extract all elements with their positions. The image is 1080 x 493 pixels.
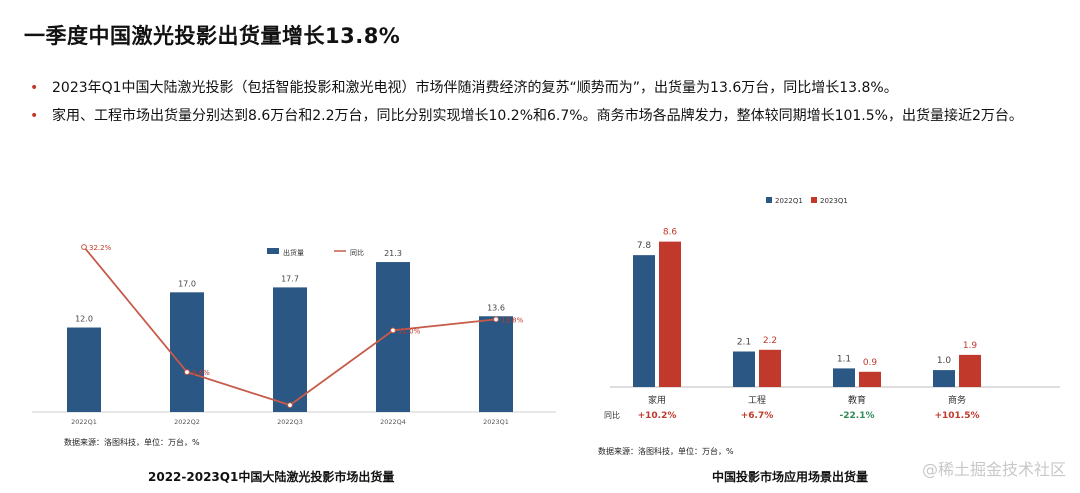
yoy-point	[390, 327, 396, 334]
legend-label-2022q1: 2022Q1	[775, 197, 803, 205]
summary-bullets: • 2023年Q1中国大陆激光投影（包括智能投影和激光电视）市场伴随消费经济的复苏…	[30, 76, 1070, 132]
bar-value-label: 1.9	[963, 341, 978, 351]
bar-2022q1-1	[733, 351, 755, 387]
x-tick-label: 2022Q3	[277, 418, 303, 426]
x-tick-label: 2022Q2	[174, 418, 200, 426]
bar-value-label: 13.6	[487, 303, 505, 312]
legend-label-shipment: 出货量	[283, 248, 304, 257]
x-tick-label: 2023Q1	[483, 418, 509, 426]
bar-value-label: 2.1	[737, 337, 751, 347]
bar-value-label: 1.1	[837, 354, 851, 364]
bar-value-label: 17.0	[178, 279, 196, 288]
yoy-value: +10.2%	[638, 411, 677, 421]
yoy-point	[81, 244, 87, 250]
legend-swatch-shipment	[267, 248, 279, 254]
bullet-dot-icon: •	[30, 108, 39, 124]
shipment-trend-chart: 出货量 同比 12.0 2022Q1 17.0 2022Q2 17.7 2022Q3 21.3 2…	[32, 244, 556, 426]
bar-2023q1-3	[959, 354, 981, 387]
legend-label-yoy: 同比	[350, 248, 364, 257]
yoy-row-label: 同比	[604, 410, 620, 420]
bar-value-label: 21.3	[384, 249, 402, 258]
legend-swatch-2023q1	[811, 197, 817, 203]
bar-value-label: 0.9	[863, 358, 878, 368]
bar-2023q1-0	[659, 241, 681, 387]
yoy-point	[184, 369, 190, 375]
yoy-value-label: 0.4%	[192, 369, 210, 377]
bar-2023q1-1	[759, 349, 781, 387]
x-tick-label: 商务	[948, 394, 966, 406]
yoy-value-label: 32.2%	[89, 244, 112, 252]
bullet-text: 家用、工程市场出货量分别达到8.6万台和2.2万台，同比分别实现增长10.2%和…	[52, 108, 1023, 124]
bullet-item: • 2023年Q1中国大陆激光投影（包括智能投影和激光电视）市场伴随消费经济的复苏…	[30, 76, 1070, 100]
chart2-source: 数据来源：洛图科技，单位：万台，%	[598, 447, 734, 456]
x-tick-label: 教育	[848, 394, 866, 406]
bar-value-label: 12.0	[75, 315, 93, 324]
yoy-value-label: 13.8%	[501, 316, 524, 324]
bar-value-label: 7.8	[637, 241, 652, 251]
bullet-text: 2023年Q1中国大陆激光投影（包括智能投影和激光电视）市场伴随消费经济的复苏“…	[52, 80, 898, 96]
bar-2023q1-2	[859, 371, 881, 387]
yoy-value-label: 11.0%	[398, 327, 421, 335]
bullet-dot-icon: •	[30, 80, 39, 96]
bar-value-label: 1.0	[937, 356, 952, 366]
chart1-source: 数据来源：洛图科技，单位：万台，%	[64, 438, 200, 447]
watermark-text: @稀土掘金技术社区	[921, 460, 1066, 479]
yoy-value: -22.1%	[840, 411, 875, 421]
yoy-point	[493, 316, 499, 323]
bar-2022Q3	[273, 287, 307, 412]
yoy-value: +101.5%	[934, 411, 979, 421]
bar-value-label: 8.6	[663, 228, 678, 238]
bullet-item: • 家用、工程市场出货量分别达到8.6万台和2.2万台，同比分别实现增长10.2%…	[30, 104, 1070, 128]
bar-2023Q1	[479, 316, 513, 412]
bar-2022Q2	[170, 292, 204, 412]
bar-2022q1-2	[833, 368, 855, 387]
chart1-caption: 2022-2023Q1中国大陆激光投影市场出货量	[148, 470, 395, 484]
bar-2022Q1	[67, 327, 101, 412]
legend-swatch-2022q1	[766, 197, 772, 203]
application-scenario-chart: 2022Q1 2023Q1 同比 7.8 8.6 家用 +10.2% 2.1 2.2 工程 +6.7…	[604, 197, 1060, 421]
bar-2022q1-3	[933, 370, 955, 387]
chart2-caption: 中国投影市场应用场景出货量	[712, 470, 869, 484]
bar-value-label: 17.7	[281, 274, 299, 283]
bar-2022q1-0	[633, 255, 655, 387]
page-title: 一季度中国激光投影出货量增长13.8%	[24, 24, 401, 48]
x-tick-label: 家用	[648, 394, 666, 406]
x-tick-label: 2022Q4	[380, 418, 406, 426]
x-tick-label: 工程	[748, 395, 766, 406]
bar-2022Q4	[376, 262, 410, 412]
x-tick-label: 2022Q1	[71, 418, 97, 426]
yoy-value: +6.7%	[741, 411, 774, 421]
legend-label-2023q1: 2023Q1	[820, 197, 848, 205]
bar-value-label: 2.2	[763, 336, 777, 346]
yoy-point	[287, 402, 293, 409]
